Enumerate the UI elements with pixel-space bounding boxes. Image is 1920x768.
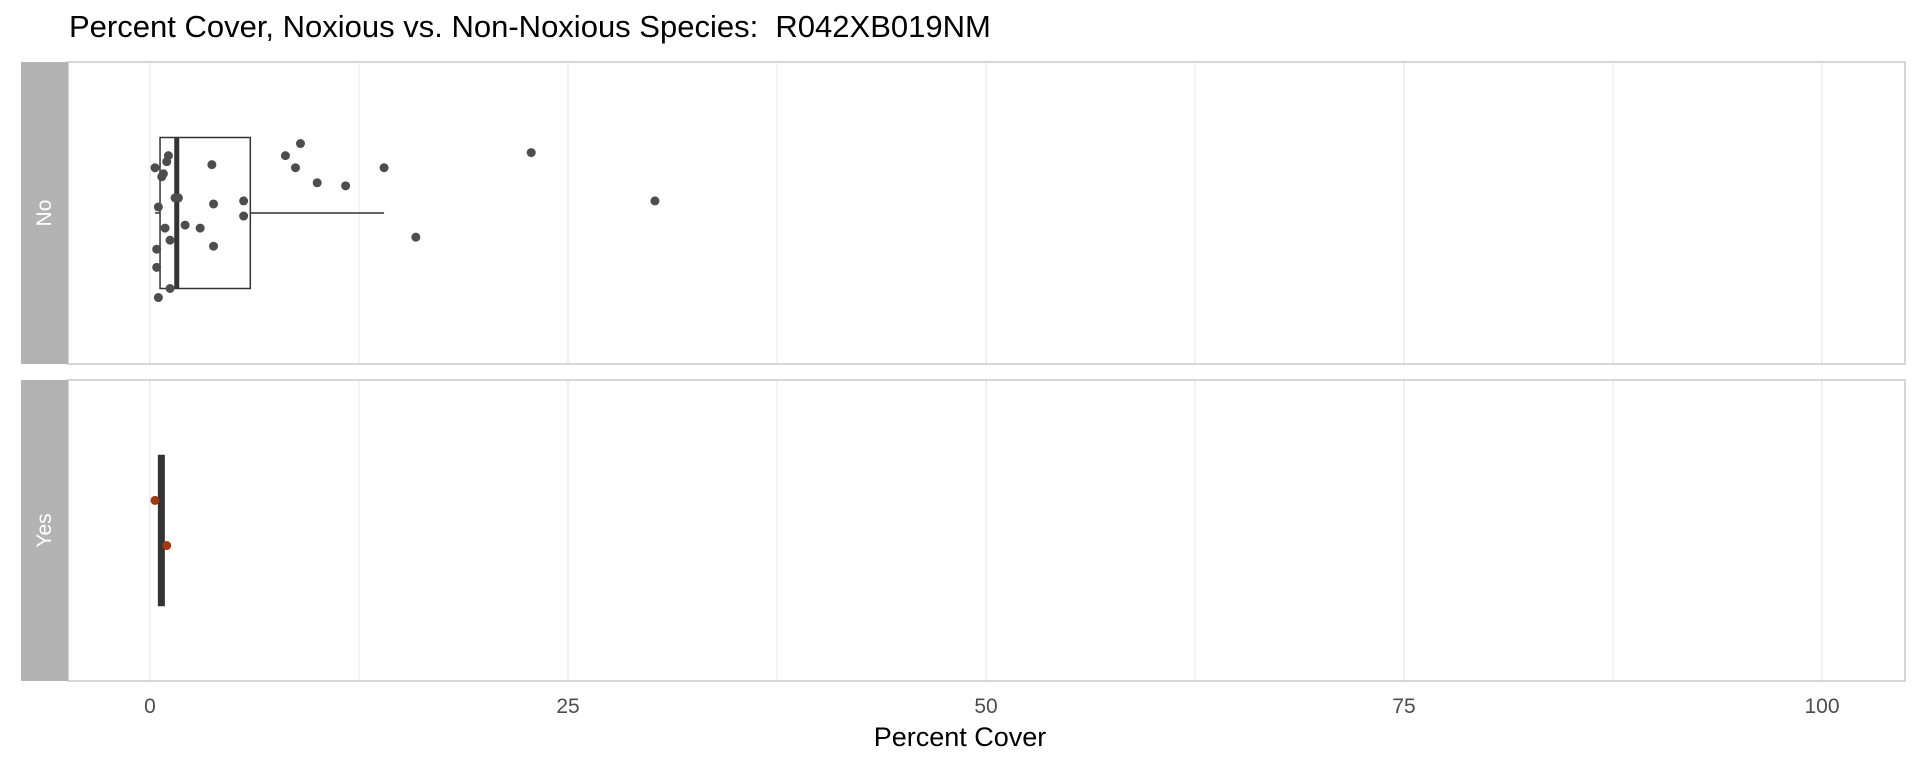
x-tick-label: 100 bbox=[1804, 695, 1839, 718]
data-point bbox=[650, 196, 660, 206]
data-point bbox=[209, 199, 219, 209]
data-point bbox=[239, 211, 249, 221]
box-iqr bbox=[159, 136, 252, 290]
x-tick-label: 0 bbox=[144, 695, 156, 718]
box-iqr bbox=[157, 454, 165, 607]
data-point bbox=[152, 262, 162, 272]
data-point bbox=[312, 178, 322, 188]
data-point bbox=[207, 160, 217, 170]
data-point bbox=[165, 235, 175, 245]
data-point bbox=[379, 163, 389, 173]
x-tick-label: 50 bbox=[974, 695, 997, 718]
data-point bbox=[165, 284, 175, 293]
data-point bbox=[411, 232, 421, 242]
facet-strip-label: No bbox=[33, 200, 56, 227]
data-point bbox=[150, 495, 160, 505]
data-point bbox=[209, 241, 219, 251]
data-point bbox=[341, 181, 351, 191]
data-point bbox=[150, 163, 160, 173]
data-point bbox=[526, 148, 536, 158]
data-point bbox=[152, 244, 162, 254]
data-point bbox=[280, 151, 290, 161]
data-point bbox=[163, 151, 173, 161]
data-point bbox=[162, 541, 172, 551]
data-point bbox=[180, 220, 190, 230]
data-point bbox=[195, 223, 205, 233]
data-point bbox=[173, 193, 183, 203]
data-point bbox=[158, 169, 168, 179]
data-point bbox=[160, 223, 170, 233]
facet-strip bbox=[21, 380, 68, 681]
data-point bbox=[239, 196, 249, 206]
x-tick-label: 25 bbox=[556, 695, 579, 718]
data-point bbox=[290, 163, 300, 173]
x-tick-label: 75 bbox=[1392, 695, 1415, 718]
data-point bbox=[153, 293, 163, 303]
chart-title: Percent Cover, Noxious vs. Non-Noxious S… bbox=[69, 9, 991, 44]
facet-strip bbox=[21, 62, 68, 364]
data-point bbox=[295, 139, 305, 149]
data-point bbox=[153, 202, 163, 212]
facet-strip-label: Yes bbox=[33, 513, 56, 547]
x-axis-title: Percent Cover bbox=[873, 722, 1047, 752]
